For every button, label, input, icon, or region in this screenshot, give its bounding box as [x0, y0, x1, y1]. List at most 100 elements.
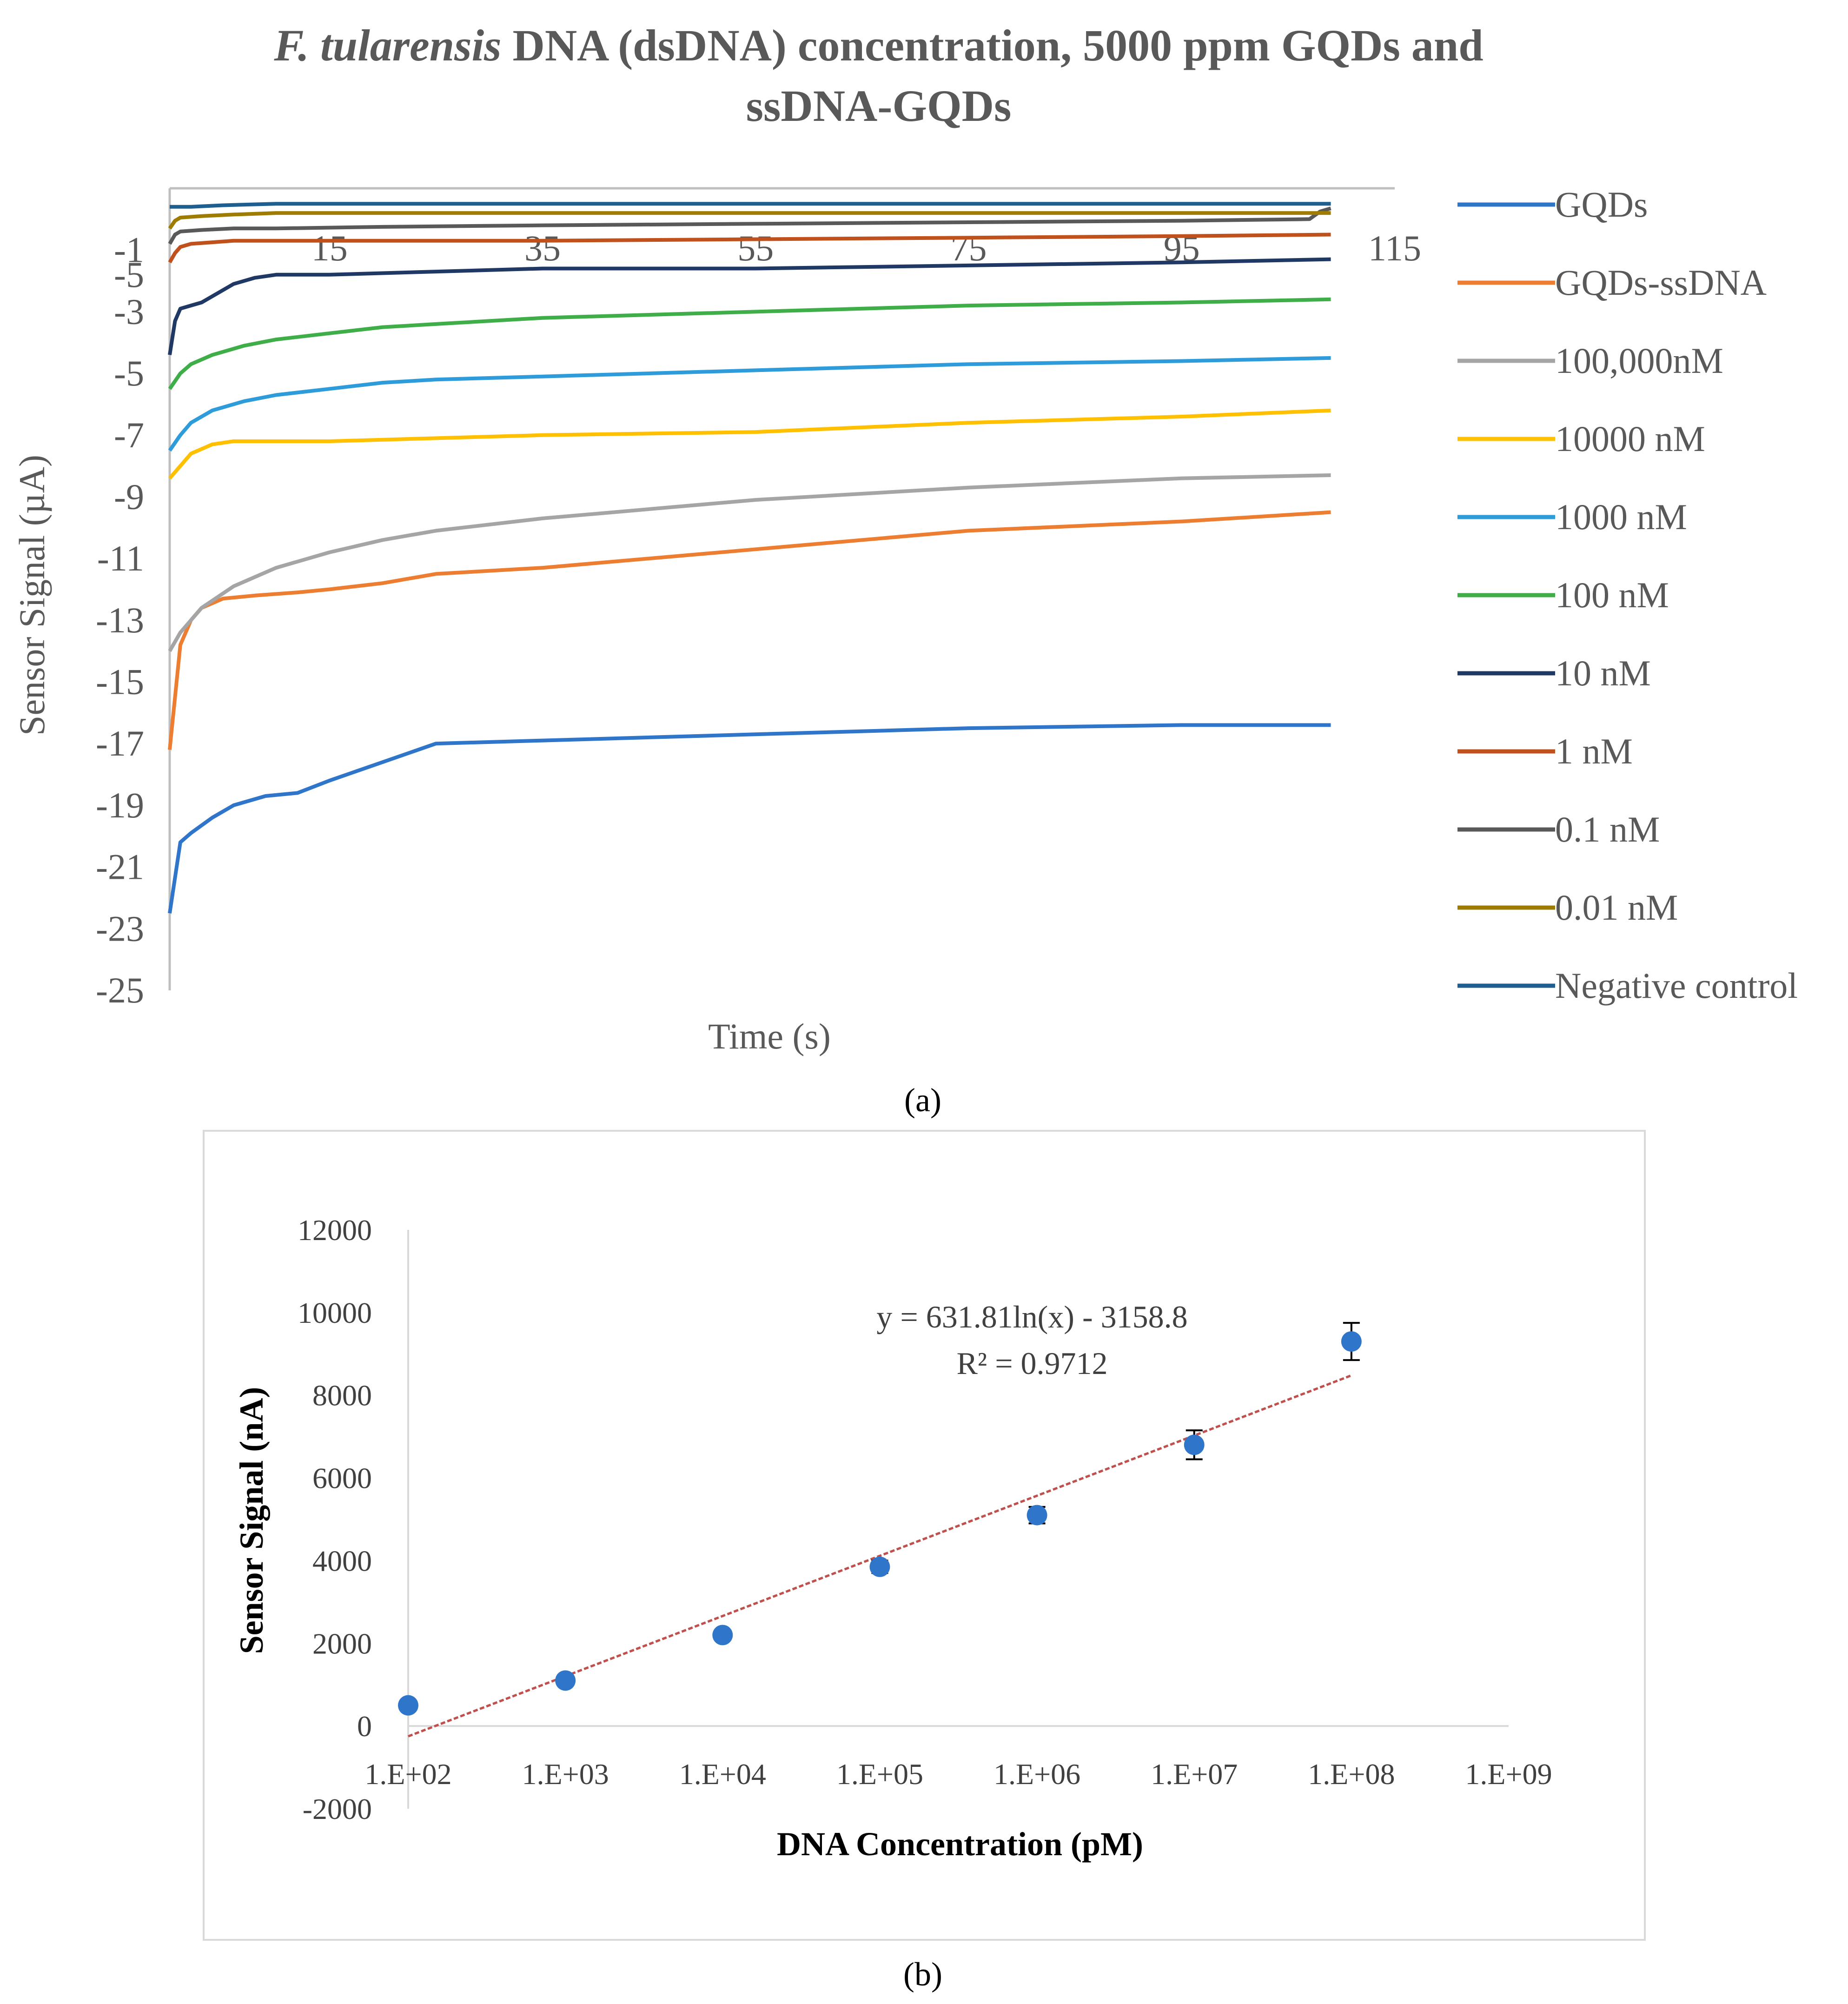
- chart-b-data-point: [1027, 1505, 1047, 1526]
- chart-b-point-marker: [1027, 1505, 1047, 1526]
- chart-a-legend-item: 0.01 nM: [1457, 887, 1678, 928]
- chart-a-series-line: [168, 297, 1331, 390]
- chart-a-series-line: [170, 202, 1331, 209]
- chart-b-frame: [203, 1130, 1646, 1941]
- chart-a-y-tick-label: -3: [114, 291, 144, 332]
- chart-a-legend-label: 100,000nM: [1555, 340, 1723, 381]
- chart-a-legend-item: GQDs-ssDNA: [1457, 262, 1767, 303]
- chart-b-xlabel: DNA Concentration (pM): [777, 1825, 1143, 1863]
- chart-b-point-marker: [1341, 1331, 1362, 1352]
- chart-a-legend-item: Negative control: [1457, 965, 1798, 1006]
- chart-b-equation: y = 631.81ln(x) - 3158.8: [876, 1299, 1187, 1334]
- chart-a-y-tick-label: -7: [114, 415, 144, 455]
- chart-a-title-line2: ssDNA-GQDs: [746, 81, 1012, 131]
- chart-a-y-tick-label: -5: [114, 254, 144, 295]
- chart-a-ylabel: Sensor Signal (µA): [12, 455, 52, 736]
- chart-a-legend-item: 0.1 nM: [1457, 809, 1660, 849]
- chart-a-title-rest: DNA (dsDNA) concentration, 5000 ppm GQDs…: [502, 20, 1484, 70]
- chart-b-y-tick-label: 8000: [312, 1379, 372, 1412]
- chart-b-x-tick-label: 1.E+06: [994, 1758, 1080, 1791]
- chart-a-legend-label: 100 nM: [1555, 575, 1669, 615]
- chart-b-x-ticks: 1.E+02 1.E+03 1.E+04 1.E+05 1.E+06 1.E+07 1.E+…: [364, 1758, 1552, 1791]
- chart-a-legend-item: GQDs: [1457, 184, 1648, 225]
- chart-a-y-ticks: -1-3-5-7-9-11-13-15-17-19-21-23-25-5: [96, 230, 144, 1010]
- chart-a-y-tick-label: -1: [114, 230, 144, 270]
- chart-a-y-tick-label: -11: [97, 538, 144, 578]
- panel-b-label: (b): [903, 1956, 942, 1993]
- chart-a-legend-label: 1 nM: [1555, 731, 1633, 771]
- chart-a-y-tick-label: -17: [96, 723, 144, 763]
- chart-b-y-ticks: 12000 10000 8000 6000 4000 2000 0 -2000: [298, 1214, 372, 1825]
- chart-b-x-tick-label: 1.E+04: [679, 1758, 766, 1791]
- chart-a-series: [168, 202, 1331, 914]
- panel-a: F. tularensis DNA (dsDNA) concentration,…: [12, 20, 1798, 1119]
- chart-b-y-tick-label: 4000: [312, 1544, 372, 1577]
- chart-a-axes: [168, 187, 1395, 990]
- chart-b-point-marker: [869, 1556, 890, 1577]
- chart-a-legend-label: 10000 nM: [1555, 418, 1705, 459]
- chart-a-legend-item: 100,000nM: [1457, 340, 1723, 381]
- chart-b-x-tick-label: 1.E+08: [1308, 1758, 1395, 1791]
- chart-a-y-tick-label: -5: [114, 353, 144, 393]
- chart-a-x-tick-label: 115: [1368, 228, 1421, 268]
- chart-a-legend-label: 10 nM: [1555, 653, 1651, 693]
- chart-a-x-ticks: 15 35 55 75 95 115: [311, 228, 1421, 268]
- chart-b-point-marker: [1184, 1434, 1205, 1455]
- chart-a-legend-item: 10000 nM: [1457, 418, 1705, 459]
- chart-b-x-tick-label: 1.E+05: [836, 1758, 923, 1791]
- chart-b-point-marker: [712, 1625, 733, 1646]
- chart-a-legend-label: GQDs-ssDNA: [1555, 262, 1767, 303]
- chart-a-series-line: [168, 206, 1331, 245]
- chart-b-data-point: [1341, 1322, 1362, 1361]
- chart-a-legend-label: Negative control: [1555, 965, 1798, 1006]
- chart-a-y-tick-label: -9: [114, 476, 144, 517]
- panel-a-label: (a): [904, 1082, 941, 1119]
- chart-a-series-line: [168, 473, 1331, 652]
- chart-a-legend-label: 0.01 nM: [1555, 887, 1678, 928]
- chart-a-series-line: [168, 723, 1331, 914]
- chart-a-legend-label: GQDs: [1555, 184, 1648, 225]
- chart-b-data-point: [555, 1670, 576, 1691]
- chart-a-x-tick-label: 35: [524, 228, 561, 268]
- chart-a-series-line: [168, 257, 1331, 355]
- chart-b-data-point: [398, 1695, 418, 1716]
- chart-b-point-marker: [398, 1695, 418, 1716]
- chart-b-r-squared: R² = 0.9712: [956, 1346, 1107, 1381]
- chart-a-legend-label: 0.1 nM: [1555, 809, 1660, 849]
- chart-a-y-tick-label: -25: [96, 970, 144, 1010]
- chart-b-points: [398, 1322, 1362, 1716]
- chart-a-series-line: [168, 408, 1331, 480]
- chart-b-x-tick-label: 1.E+07: [1151, 1758, 1238, 1791]
- chart-a-y-tick-label: -21: [96, 847, 144, 887]
- chart-b-y-tick-label: 0: [357, 1710, 372, 1743]
- chart-a-y-tick-label: -19: [96, 785, 144, 825]
- chart-a-legend-label: 1000 nM: [1555, 497, 1687, 537]
- chart-a-y-tick-label: -13: [96, 600, 144, 640]
- chart-b-data-point: [712, 1625, 733, 1646]
- chart-b-y-tick-label: 6000: [312, 1462, 372, 1495]
- chart-a-x-tick-label: 15: [311, 228, 348, 268]
- chart-b-y-tick-label: 10000: [298, 1296, 372, 1329]
- chart-a-series-line: [168, 356, 1331, 452]
- chart-b-x-tick-label: 1.E+09: [1465, 1758, 1552, 1791]
- chart-b-data-point: [869, 1556, 890, 1577]
- chart-a-legend-item: 1000 nM: [1457, 497, 1687, 537]
- chart-a-legend-item: 100 nM: [1457, 575, 1669, 615]
- chart-b-y-tick-label: -2000: [303, 1792, 372, 1825]
- chart-b-x-tick-label: 1.E+03: [522, 1758, 609, 1791]
- chart-a-series-line: [168, 211, 1331, 230]
- chart-a-legend-item: 1 nM: [1457, 731, 1633, 771]
- chart-a-legend-item: 10 nM: [1457, 653, 1651, 693]
- chart-b-y-tick-label: 2000: [312, 1627, 372, 1660]
- chart-a-x-tick-label: 55: [737, 228, 774, 268]
- chart-a-title-italic: F. tularensis: [273, 20, 501, 70]
- chart-a-legend: GQDs GQDs-ssDNA 100,000nM 10000 nM 1000 nM 10…: [1457, 184, 1798, 1006]
- chart-a-x-tick-label: 75: [950, 228, 987, 268]
- chart-a-y-tick-label: -23: [96, 908, 144, 949]
- chart-b-point-marker: [555, 1670, 576, 1691]
- chart-a-y-tick-label: -15: [96, 662, 144, 702]
- chart-a-xlabel: Time (s): [708, 1016, 831, 1056]
- chart-a-title-line1: F. tularensis DNA (dsDNA) concentration,…: [273, 20, 1483, 70]
- chart-a-series-line: [168, 232, 1331, 264]
